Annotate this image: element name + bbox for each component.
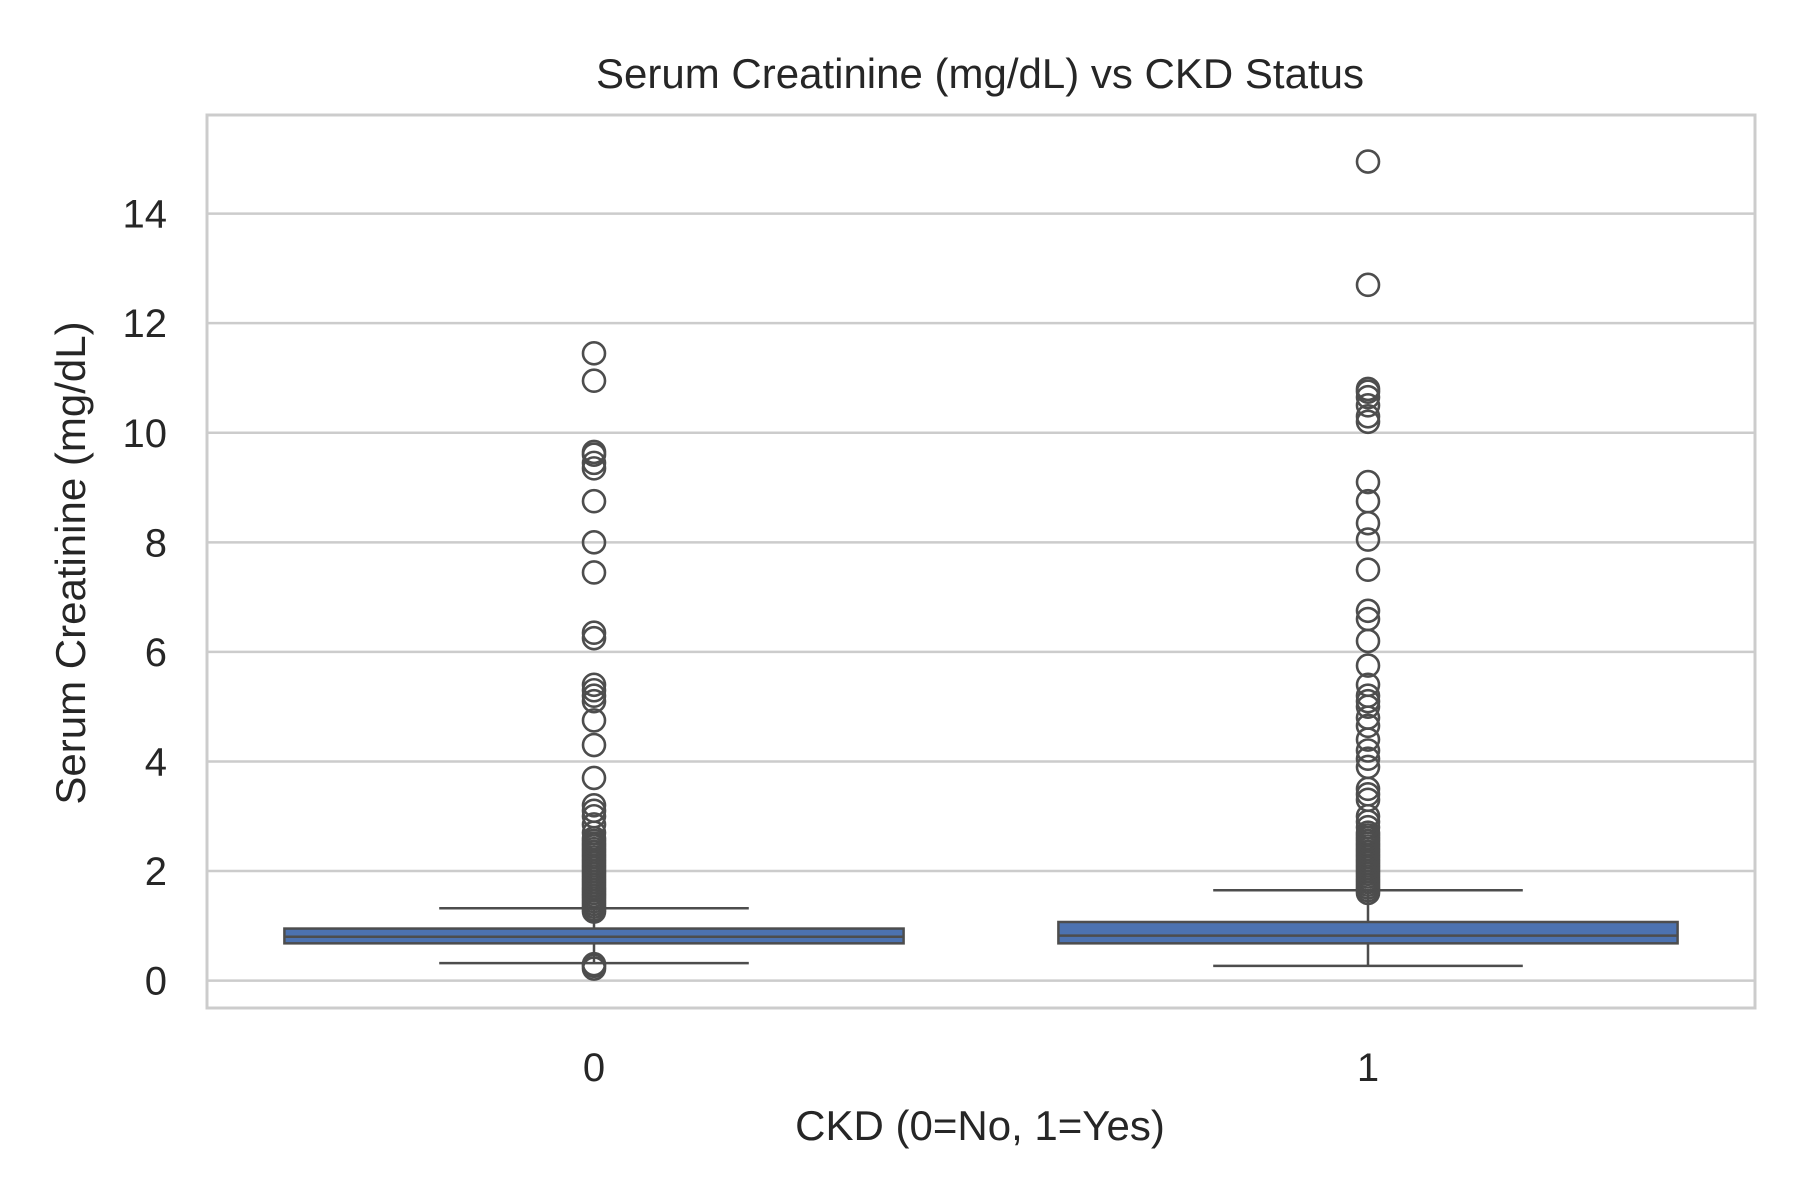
outlier-point [1355, 469, 1381, 495]
y-axis-label: Serum Creatinine (mg/dL) [47, 321, 94, 804]
outlier-point [581, 792, 607, 818]
y-tick-label: 4 [145, 740, 167, 784]
y-tick-label: 12 [123, 302, 168, 346]
outlier-point [1355, 754, 1381, 780]
outlier-point [1355, 404, 1381, 429]
outlier-point [1355, 272, 1381, 298]
outlier-point [1355, 683, 1381, 709]
outlier-point [581, 488, 607, 514]
y-tick-label: 14 [123, 193, 168, 237]
outlier-point [1355, 149, 1381, 174]
outlier-point [581, 620, 607, 646]
plot-frame [205, 113, 1757, 1010]
outlier-point [581, 732, 607, 758]
y-tick-label: 8 [145, 521, 167, 565]
outlier-point [581, 530, 607, 555]
box-series [283, 149, 1679, 981]
outlier-point [1355, 653, 1381, 678]
y-tick-label: 6 [145, 631, 167, 675]
outlier-point [581, 439, 607, 465]
x-tick-label: 0 [583, 1046, 605, 1090]
x-axis-label: CKD (0=No, 1=Yes) [795, 1102, 1165, 1149]
outlier-point [581, 560, 607, 585]
outlier-point [581, 341, 607, 366]
outlier-point [1355, 393, 1381, 418]
outlier-point [581, 765, 607, 791]
outlier-point [581, 450, 607, 476]
y-tick-label: 10 [123, 412, 168, 456]
outlier-point [1355, 598, 1381, 624]
outlier-point [1355, 746, 1381, 772]
y-tick-labels: 0 2 4 6 8 10 12 14 [123, 193, 168, 1004]
outlier-point [1355, 376, 1381, 402]
box-group-0 [283, 341, 905, 981]
outlier-point [581, 951, 607, 977]
outlier-point [1355, 488, 1381, 514]
outlier-point [1355, 606, 1381, 632]
outlier-point [1355, 738, 1381, 763]
outlier-point [1355, 527, 1381, 552]
outlier-point [581, 672, 607, 698]
gridlines [207, 212, 1755, 982]
iqr-box [1057, 920, 1679, 945]
outlier-point [1355, 672, 1381, 698]
y-tick-label: 2 [145, 850, 167, 894]
outlier-point [581, 812, 607, 837]
box-group-1 [1057, 149, 1679, 968]
outlier-point [1355, 557, 1381, 583]
x-tick-label: 1 [1357, 1046, 1379, 1090]
outlier-point [581, 708, 607, 733]
chart-title: Serum Creatinine (mg/dL) vs CKD Status [596, 50, 1364, 97]
outlier-point [1355, 713, 1381, 739]
outlier-point [581, 368, 607, 394]
y-tick-label: 0 [145, 960, 167, 1004]
